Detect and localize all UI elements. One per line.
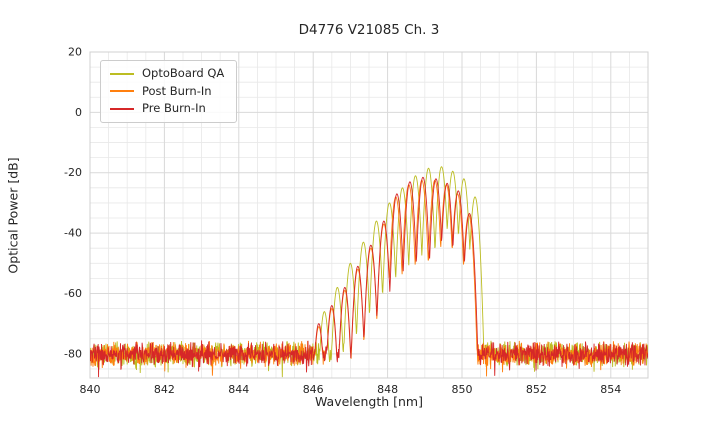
legend-line-swatch	[110, 72, 134, 75]
y-tick-label: -20	[64, 166, 82, 179]
legend-item: OptoBoard QA	[110, 66, 225, 80]
x-tick-label: 840	[80, 383, 101, 396]
legend-item: Post Burn-In	[110, 83, 224, 98]
legend-line-swatch	[110, 90, 134, 93]
series-line-optoboard-qa	[90, 166, 648, 378]
y-tick-label: -40	[64, 227, 82, 240]
x-tick-label: 850	[452, 383, 473, 396]
x-tick-label: 854	[600, 383, 621, 396]
legend-label: Post Burn-In	[142, 83, 212, 98]
axes-frame	[89, 51, 649, 379]
chart-title: D4776 V21085 Ch. 3	[298, 22, 440, 38]
legend-line-swatch	[110, 107, 134, 110]
x-tick-label: 852	[526, 383, 547, 396]
legend: OptoBoard QA Post Burn-In Pre Burn-In	[100, 60, 238, 123]
x-tick-label: 848	[377, 383, 398, 396]
x-tick-label: 842	[154, 383, 175, 396]
y-tick-label: 0	[75, 106, 82, 119]
legend-item: Pre Burn-In	[110, 101, 224, 115]
y-axis-label: Optical Power [dB]	[5, 157, 21, 274]
x-tick-label: 846	[303, 383, 324, 396]
series-line-pre-burn-in	[90, 176, 648, 378]
legend-label: Pre Burn-In	[142, 101, 206, 115]
series-group	[90, 166, 648, 378]
y-tick-label: 20	[68, 46, 82, 59]
x-tick-label: 844	[228, 383, 249, 396]
legend-label: OptoBoard QA	[142, 66, 225, 80]
y-tick-label: -80	[64, 347, 82, 360]
y-tick-label: -60	[64, 287, 82, 300]
x-axis-label: Wavelength [nm]	[315, 394, 423, 409]
